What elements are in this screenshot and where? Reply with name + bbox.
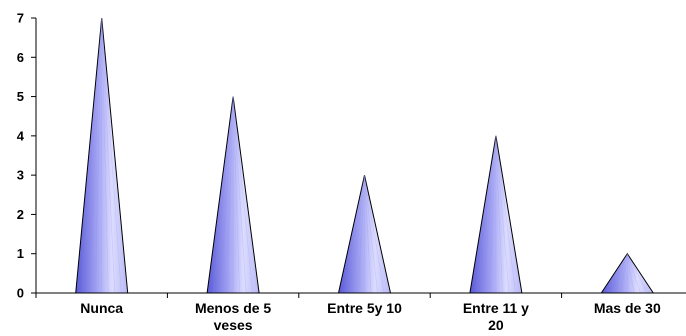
cone-4 — [469, 135, 523, 294]
cone-shading — [226, 96, 234, 293]
x-category-label: Entre 5y 10 — [327, 300, 402, 316]
cone-shading — [351, 175, 365, 293]
cone-shading — [364, 175, 385, 293]
y-tick-label: 1 — [17, 246, 24, 261]
cone-shading — [364, 175, 372, 293]
x-category-label: Mas de 30 — [594, 300, 661, 316]
cone-shading — [495, 135, 503, 293]
cone-shading — [489, 135, 497, 293]
cone-shading — [495, 135, 510, 293]
x-category-label: veses — [214, 317, 253, 333]
cone-shading — [357, 175, 365, 293]
cone-shading — [81, 17, 102, 293]
cone-shading — [232, 96, 253, 293]
y-tick-label: 2 — [17, 207, 24, 222]
y-tick-label: 5 — [17, 89, 24, 104]
cone-shading — [607, 253, 628, 293]
cone-shading — [101, 17, 109, 293]
y-tick-label: 4 — [17, 128, 25, 143]
cone-2 — [206, 96, 260, 294]
cone-shading — [627, 253, 641, 293]
cone-shading — [344, 175, 365, 293]
cone-shading — [627, 253, 648, 293]
cone-shading — [232, 96, 240, 293]
x-category-label: Nunca — [80, 300, 123, 316]
y-tick-label: 6 — [17, 50, 24, 65]
cone-shading — [101, 17, 115, 293]
cone-3 — [337, 175, 392, 294]
cone-shading — [620, 253, 628, 293]
cone-shading — [364, 175, 378, 293]
cone-shading — [495, 135, 516, 293]
x-category-label: 20 — [488, 317, 504, 333]
cone-shading — [614, 253, 628, 293]
x-category-label: Menos de 5 — [195, 300, 271, 316]
cone-shading — [232, 96, 247, 293]
y-tick-label: 7 — [17, 11, 24, 26]
y-tick-label: 0 — [17, 286, 24, 301]
cone-shading — [213, 96, 234, 293]
cone-shading — [94, 17, 102, 293]
y-tick-label: 3 — [17, 168, 24, 183]
cone-shading — [88, 17, 102, 293]
cone-1 — [75, 17, 129, 294]
plot-area — [75, 17, 655, 294]
cone-shading — [101, 17, 122, 293]
cone-5 — [600, 252, 655, 294]
cone-shading — [476, 135, 497, 293]
x-category-label: Entre 11 y — [463, 300, 529, 316]
cone-shading — [627, 253, 635, 293]
cone-shading — [482, 135, 497, 293]
cone-shading — [219, 96, 234, 293]
